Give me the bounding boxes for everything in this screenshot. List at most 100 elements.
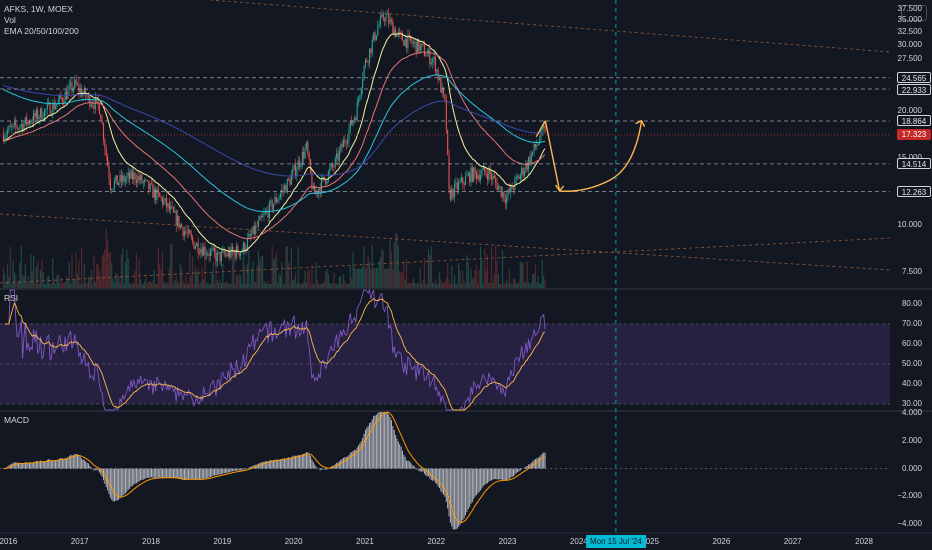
- candle-body: [257, 220, 260, 227]
- macd-histogram-bar: [443, 468, 445, 495]
- candle-body: [183, 231, 185, 236]
- volume-bar: [378, 260, 380, 288]
- volume-bar: [316, 280, 319, 288]
- ema-200-line: [3, 84, 545, 177]
- macd-histogram-bar: [371, 419, 373, 469]
- volume-bar: [259, 259, 261, 288]
- volume-bar: [187, 283, 190, 288]
- candle-body: [194, 246, 196, 249]
- volume-bar: [233, 246, 235, 288]
- volume-bar: [126, 249, 128, 288]
- macd-histogram-bar: [348, 455, 350, 469]
- macd-histogram-bar: [127, 468, 129, 490]
- volume-bar: [124, 261, 127, 288]
- volume-bar: [144, 280, 146, 288]
- candle-body: [384, 19, 386, 21]
- candle-body: [507, 189, 509, 197]
- volume-bar: [382, 250, 384, 288]
- candle-body: [59, 94, 61, 100]
- macd-histogram-bar: [268, 460, 270, 469]
- symbol-legend[interactable]: AFKS, 1W, MOEX: [4, 4, 73, 14]
- volume-bar: [130, 283, 132, 288]
- candle-body: [27, 121, 29, 125]
- volume-bar: [390, 251, 393, 288]
- volume-bar: [530, 283, 532, 288]
- volume-bar: [421, 283, 423, 288]
- candle-body: [401, 33, 403, 41]
- candle-body: [44, 109, 46, 119]
- candle-body: [301, 151, 303, 165]
- candle-body: [104, 140, 106, 149]
- candle-body: [273, 204, 275, 210]
- candle-body: [225, 254, 227, 255]
- volume-bar: [141, 283, 143, 288]
- volume-bar: [466, 254, 468, 288]
- candle-body: [248, 234, 250, 238]
- candle-body: [544, 126, 546, 132]
- candle-body: [510, 185, 512, 193]
- macd-histogram-bar: [45, 460, 47, 469]
- candle-body: [52, 102, 54, 115]
- cursor-date-label: Mon 15 Jul '24: [586, 535, 646, 548]
- macd-histogram-bar: [22, 463, 24, 469]
- macd-histogram-bar: [156, 468, 158, 478]
- volume-bar: [212, 261, 214, 288]
- candle-body: [78, 84, 80, 92]
- macd-histogram-bar: [37, 461, 39, 469]
- ema-20-line: [3, 33, 546, 253]
- candle-body: [45, 109, 47, 110]
- candle-body: [240, 251, 242, 256]
- candle-body: [299, 160, 301, 167]
- macd-histogram-bar: [264, 461, 266, 469]
- candle-body: [155, 188, 157, 200]
- rsi-axis-tick: 70.00: [901, 319, 922, 328]
- time-axis-tick: 2023: [498, 537, 517, 546]
- volume-bar: [473, 277, 475, 288]
- candle-body: [355, 118, 357, 121]
- volume-legend[interactable]: Vol: [4, 15, 16, 25]
- candle-body: [477, 174, 479, 179]
- candle-body: [349, 120, 351, 129]
- candle-body: [293, 164, 295, 170]
- candle-body: [406, 38, 408, 49]
- volume-bar: [112, 278, 114, 288]
- volume-bar: [64, 282, 66, 288]
- volume-bar: [37, 261, 39, 288]
- volume-bar: [122, 248, 124, 288]
- macd-histogram-bar: [49, 460, 51, 469]
- volume-bar: [197, 268, 199, 288]
- candle-body: [131, 170, 133, 180]
- volume-bar: [479, 246, 482, 288]
- macd-histogram-bar: [447, 468, 449, 509]
- chart-settings-button[interactable]: [901, 5, 927, 21]
- macd-histogram-bar: [163, 468, 165, 478]
- candle-body: [416, 39, 419, 53]
- macd-histogram-bar: [115, 468, 117, 501]
- candle-body: [532, 151, 534, 154]
- macd-histogram-bar: [177, 468, 179, 479]
- volume-bar: [237, 276, 239, 288]
- volume-bar: [203, 279, 205, 288]
- macd-histogram-bar: [536, 458, 538, 469]
- volume-bar: [256, 265, 258, 288]
- candle-body: [344, 140, 346, 143]
- volume-bar: [135, 252, 138, 288]
- macd-histogram-bar: [414, 466, 416, 469]
- volume-bar: [57, 273, 59, 288]
- ema-legend[interactable]: EMA 20/50/100/200: [4, 26, 79, 36]
- volume-bar: [384, 268, 386, 288]
- volume-bar: [238, 273, 240, 288]
- candle-body: [322, 176, 324, 178]
- macd-histogram-bar: [248, 467, 250, 469]
- candle-body: [342, 140, 345, 148]
- volume-bar: [500, 283, 502, 288]
- volume-bar: [377, 268, 379, 288]
- candle-body: [60, 94, 62, 99]
- macd-histogram-bar: [314, 464, 316, 469]
- volume-bar: [425, 283, 427, 288]
- volume-bar: [515, 283, 517, 288]
- candle-body: [539, 140, 541, 144]
- macd-histogram-bar: [518, 468, 520, 472]
- macd-histogram-bar: [305, 452, 307, 469]
